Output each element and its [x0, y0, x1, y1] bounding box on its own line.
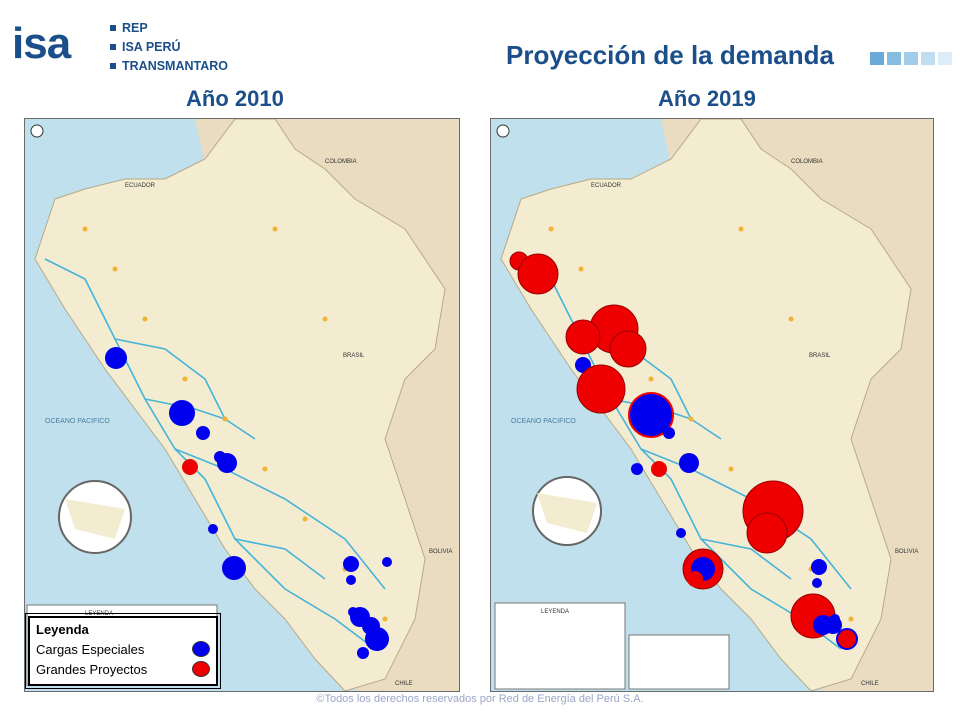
special-load-marker — [382, 557, 392, 567]
legend-label: Cargas Especiales — [36, 641, 145, 657]
map-legend-label: LEYENDA — [85, 611, 113, 617]
isa-logo: isa — [12, 19, 71, 68]
brand-isa-peru: ISA PERÚ — [110, 37, 228, 56]
label-ecuador: ECUADOR — [591, 183, 622, 189]
decorative-squares — [870, 52, 952, 65]
special-load-marker — [813, 615, 833, 635]
label-colombia: COLOMBIA — [325, 159, 357, 165]
big-project-marker — [746, 512, 788, 554]
legend-row-special-loads: Cargas Especiales — [36, 639, 210, 659]
year-label-2019: Año 2019 — [658, 86, 756, 111]
red-dot-icon — [192, 661, 210, 677]
special-load-marker — [169, 400, 195, 426]
bullet-icon — [110, 43, 116, 50]
label-chile: CHILE — [861, 681, 879, 687]
label-colombia: COLOMBIA — [791, 159, 823, 165]
big-project-marker — [651, 461, 667, 477]
map-2019: COLOMBIA ECUADOR BRASIL BOLIVIA CHILE OC… — [490, 118, 934, 692]
special-load-marker — [357, 647, 369, 659]
brand-rep: REP — [110, 18, 228, 37]
special-load-marker — [663, 427, 675, 439]
map-2010: COLOMBIA ECUADOR BRASIL BOLIVIA CHILE OC… — [24, 118, 460, 692]
special-load-marker — [812, 578, 822, 588]
label-brasil: BRASIL — [343, 353, 365, 359]
label-bolivia: BOLIVIA — [429, 549, 452, 555]
legend-box: Leyenda Cargas Especiales Grandes Proyec… — [25, 613, 221, 689]
special-load-marker — [208, 524, 218, 534]
big-project-marker — [687, 571, 703, 587]
special-load-marker — [628, 392, 674, 438]
big-project-marker — [182, 459, 198, 475]
brand-transmantaro: TRANSMANTARO — [110, 56, 228, 75]
label-ocean: OCEANO PACIFICO — [511, 418, 576, 425]
special-load-marker — [365, 627, 389, 651]
big-project-marker — [517, 253, 559, 295]
north-arrow-icon — [496, 124, 510, 138]
special-load-marker — [631, 463, 643, 475]
special-load-marker — [222, 556, 246, 580]
legend-title: Leyenda — [36, 622, 89, 637]
legend-row-big-projects: Grandes Proyectos — [36, 659, 210, 679]
special-load-marker — [679, 453, 699, 473]
big-project-marker — [609, 330, 647, 368]
label-ecuador: ECUADOR — [125, 183, 156, 189]
label-brasil: BRASIL — [809, 353, 831, 359]
bullet-icon — [110, 62, 116, 69]
big-project-marker — [836, 628, 858, 650]
map-2010-svg: COLOMBIA ECUADOR BRASIL BOLIVIA CHILE OC… — [25, 119, 459, 691]
north-arrow-icon — [30, 124, 44, 138]
page-title: Proyección de la demanda — [505, 40, 834, 70]
special-load-marker — [346, 575, 356, 585]
brand-list: REP ISA PERÚ TRANSMANTARO — [110, 18, 228, 75]
special-load-marker — [343, 556, 359, 572]
year-label-2010: Año 2010 — [186, 86, 284, 111]
special-load-marker — [676, 528, 686, 538]
bullet-icon — [110, 24, 116, 31]
legend-label: Grandes Proyectos — [36, 661, 148, 677]
blue-dot-icon — [192, 641, 210, 657]
big-project-marker — [576, 364, 626, 414]
label-ocean: OCEANO PACIFICO — [45, 418, 110, 425]
label-chile: CHILE — [395, 681, 413, 687]
label-bolivia: BOLIVIA — [895, 549, 918, 555]
map-2019-svg: COLOMBIA ECUADOR BRASIL BOLIVIA CHILE OC… — [491, 119, 933, 691]
special-load-marker — [217, 453, 237, 473]
big-project-marker — [565, 319, 601, 355]
special-load-marker — [811, 559, 827, 575]
special-load-marker — [105, 347, 127, 369]
copyright-footer: ©Todos los derechos reservados por Red d… — [316, 693, 644, 705]
map-legend-label: LEYENDA — [541, 609, 569, 615]
special-load-marker — [196, 426, 210, 440]
